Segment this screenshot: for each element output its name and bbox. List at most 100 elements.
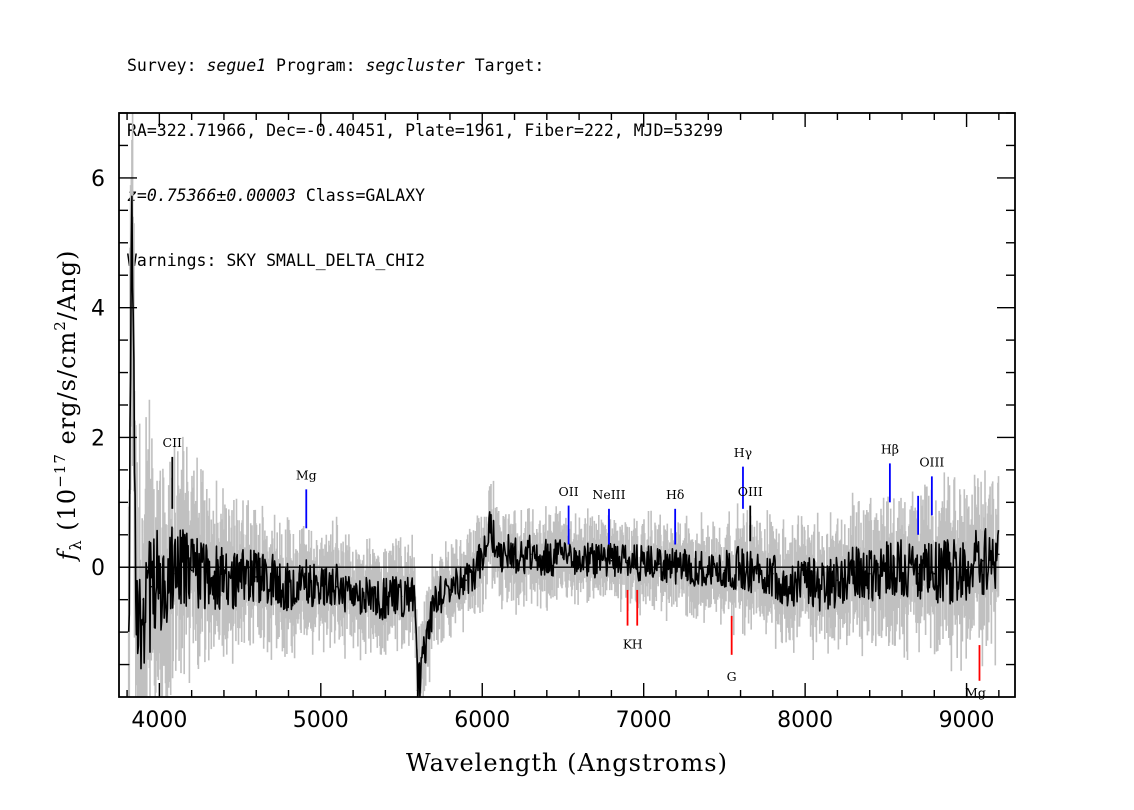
flux-point xyxy=(368,592,371,594)
ylabel-f: f xyxy=(53,547,81,562)
x-tick-label: 5000 xyxy=(293,708,349,733)
flux-point xyxy=(529,553,532,556)
flux-point xyxy=(352,592,354,594)
flux-point xyxy=(239,579,241,581)
flux-point xyxy=(804,579,806,581)
program-label: Program: xyxy=(266,56,366,76)
header-line-redshift: z=0.75366±0.00003 Class=GALAXY xyxy=(127,185,723,207)
flux-point xyxy=(933,572,936,575)
x-tick-label: 6000 xyxy=(454,708,510,733)
flux-point xyxy=(489,527,492,530)
header-line-coords: RA=322.71966, Dec=-0.40451, Plate=1961, … xyxy=(127,120,724,140)
flux-point xyxy=(190,569,193,572)
survey-value: segue1 xyxy=(206,56,267,76)
flux-point xyxy=(513,553,516,556)
y-tick-label: 6 xyxy=(91,167,105,192)
flux-point xyxy=(174,572,177,575)
flux-point xyxy=(481,559,484,562)
program-value: segcluster xyxy=(365,56,465,76)
ylabel-sub: λ xyxy=(66,539,85,550)
line-marker-label: G xyxy=(727,669,737,684)
y-axis-title-text: fλ (10−17 erg/s/cm2/Ang) xyxy=(51,250,85,563)
ylabel-exp2: 2 xyxy=(51,320,69,331)
flux-point xyxy=(772,572,774,575)
flux-point xyxy=(384,598,387,601)
line-marker-label: NeIII xyxy=(592,487,625,502)
line-marker-label: H xyxy=(632,636,643,651)
flux-point xyxy=(135,618,138,620)
y-tick-label: 4 xyxy=(91,297,105,322)
header-line-survey: Survey: segue1 Program: segcluster Targe… xyxy=(127,55,723,77)
ylabel-mid: erg/s/cm xyxy=(53,331,81,453)
flux-point xyxy=(659,563,661,565)
flux-point xyxy=(868,572,871,575)
x-tick-label: 9000 xyxy=(939,708,995,733)
error-band xyxy=(127,113,1000,697)
y-axis-title: fλ (10−17 erg/s/cm2/Ang) xyxy=(51,250,85,563)
x-tick-label: 4000 xyxy=(131,708,187,733)
flux-point xyxy=(546,556,548,559)
flux-point xyxy=(981,559,984,562)
line-marker-label: K xyxy=(623,636,633,651)
flux-point xyxy=(465,579,467,581)
flux-point xyxy=(578,556,580,559)
flux-point xyxy=(336,585,338,588)
line-marker-label: CII xyxy=(163,435,183,450)
flux-point xyxy=(610,559,613,562)
ylabel-exp: −17 xyxy=(51,453,69,488)
flux-point xyxy=(626,559,629,562)
class-value: Class=GALAXY xyxy=(295,185,426,205)
line-marker-label: OIII xyxy=(738,484,763,499)
flux-point xyxy=(788,585,790,588)
ylabel-post: /Ang) xyxy=(53,250,81,321)
flux-point xyxy=(303,579,306,581)
flux-point xyxy=(287,585,290,588)
error-band-group xyxy=(127,113,1000,697)
line-marker-label: Mg xyxy=(296,468,317,483)
line-marker-label: Hβ xyxy=(881,442,899,457)
flux-point xyxy=(449,589,451,591)
flux-point xyxy=(723,569,726,572)
flux-point xyxy=(400,595,403,598)
flux-point xyxy=(917,572,919,575)
flux-point xyxy=(206,572,209,575)
flux-point xyxy=(497,553,500,556)
flux-point xyxy=(223,579,225,581)
target-label: Target: xyxy=(464,56,545,76)
flux-point xyxy=(562,556,564,559)
flux-point xyxy=(158,579,161,581)
flux-point xyxy=(142,598,145,601)
flux-point xyxy=(820,585,823,588)
flux-point xyxy=(413,598,416,601)
flux-point xyxy=(150,585,153,588)
flux-point xyxy=(594,559,597,562)
spectrum-header: Survey: segue1 Program: segcluster Targe… xyxy=(127,12,723,293)
x-tick-label: 8000 xyxy=(777,708,833,733)
line-marker-label: Hγ xyxy=(734,445,752,460)
y-tick-label: 2 xyxy=(91,426,105,451)
flux-point xyxy=(707,569,710,572)
flux-point xyxy=(433,598,435,601)
flux-point xyxy=(127,663,130,666)
survey-label: Survey: xyxy=(127,56,207,76)
flux-point xyxy=(998,553,1000,556)
flux-point xyxy=(852,572,855,575)
line-marker-label: Hδ xyxy=(666,487,684,502)
flux-point xyxy=(836,579,839,581)
flux-line xyxy=(127,195,1000,697)
axes-group: 4000 5000 6000 7000 8000 9000 0 2 4 6 xyxy=(91,112,1016,733)
flux-point xyxy=(642,563,645,565)
flux-point xyxy=(131,222,133,225)
redshift-value: z=0.75366±0.00003 xyxy=(127,185,296,205)
line-marker-label: OIII xyxy=(919,455,944,470)
flux-point xyxy=(320,585,322,588)
flux-point xyxy=(949,569,952,572)
x-axis-title: Wavelength (Angstroms) xyxy=(406,749,728,777)
x-tick-label: 7000 xyxy=(616,708,672,733)
y-tick-label: 0 xyxy=(91,556,105,581)
line-marker-label: OII xyxy=(559,484,579,499)
ylabel-pre: (10 xyxy=(53,488,81,540)
header-line-warnings: Warnings: SKY SMALL_DELTA_CHI2 xyxy=(127,250,426,270)
